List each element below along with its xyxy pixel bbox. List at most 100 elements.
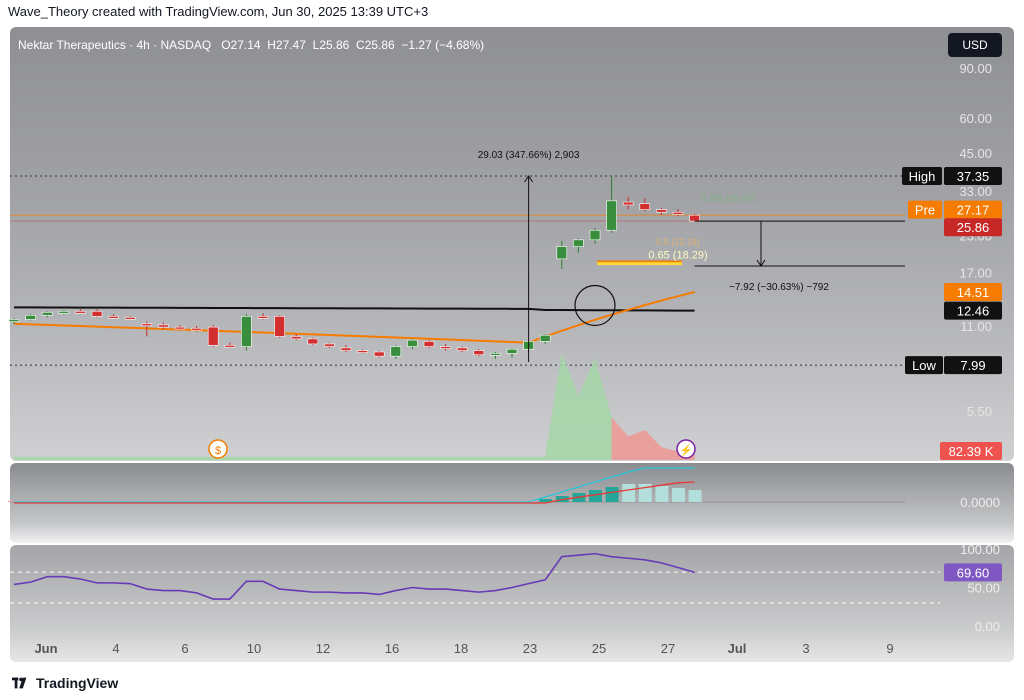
rsi-line bbox=[13, 552, 695, 600]
x-axis-tick: 18 bbox=[454, 641, 468, 656]
candle-body bbox=[124, 317, 136, 320]
volume-area bbox=[14, 353, 695, 460]
price-axis-tick: 60.00 bbox=[959, 111, 992, 126]
measure-up-arrow bbox=[524, 175, 534, 183]
x-axis-tick: 27 bbox=[661, 641, 675, 656]
macd-histogram-bar bbox=[589, 490, 602, 502]
x-axis-tick: 3 bbox=[802, 641, 809, 656]
candle-body bbox=[8, 319, 20, 322]
price-axis-tick: 11.00 bbox=[960, 319, 992, 334]
candle-body bbox=[141, 323, 153, 327]
ma-fast-tag: 14.51 bbox=[957, 285, 990, 300]
volume-area-down bbox=[611, 417, 695, 460]
candle-body bbox=[423, 341, 435, 347]
rsi-value-tag: 69.60 bbox=[957, 565, 990, 580]
candle-body bbox=[257, 316, 269, 319]
price-panel[interactable] bbox=[10, 27, 1014, 461]
close-value: 25.86 bbox=[364, 38, 395, 52]
candle-body bbox=[340, 347, 352, 351]
low-tag-label: Low bbox=[912, 358, 936, 373]
dividend-icon bbox=[208, 439, 228, 459]
rsi-0-label: 0.00 bbox=[975, 619, 1000, 634]
price-axis-tick: 5.50 bbox=[967, 404, 992, 419]
fib-050-label: 0.5 (22.18) bbox=[656, 237, 700, 247]
high-label: H bbox=[267, 38, 276, 52]
volume-tag: 82.39 K bbox=[949, 444, 994, 459]
x-axis-tick: 23 bbox=[523, 641, 537, 656]
candle-body bbox=[656, 209, 667, 213]
candle-body bbox=[622, 201, 634, 206]
high-value-tag-bg bbox=[944, 167, 1002, 185]
x-axis-tick: 25 bbox=[592, 641, 606, 656]
ma-fast-line bbox=[13, 291, 695, 344]
candle-body bbox=[324, 343, 335, 347]
open-value: 27.14 bbox=[230, 38, 261, 52]
candle-body bbox=[407, 339, 418, 347]
last-price-tag-bg bbox=[944, 218, 1002, 237]
x-axis-tick: Jun bbox=[34, 641, 57, 656]
low-tag-bg bbox=[905, 356, 943, 375]
change-value: −1.27 (−4.68%) bbox=[401, 38, 485, 52]
ma-fast-tag-bg bbox=[944, 282, 1002, 301]
candle-body bbox=[440, 346, 451, 349]
chart-caption: Wave_Theory created with TradingView.com… bbox=[8, 4, 429, 19]
high-tag-bg bbox=[902, 167, 942, 185]
event-icon-glyph: ⚡ bbox=[679, 444, 693, 457]
symbol-legend: Nektar Therapeutics · 4h · NASDAQ O27.14… bbox=[18, 38, 484, 52]
currency-button[interactable]: USD bbox=[948, 33, 1002, 57]
x-axis-tick: Jul bbox=[728, 641, 747, 656]
candle-body bbox=[158, 324, 169, 328]
x-axis-tick: 10 bbox=[247, 641, 261, 656]
x-axis-tick: 9 bbox=[886, 641, 893, 656]
volume-tag-bg bbox=[940, 442, 1002, 460]
price-axis-tick: 45.00 bbox=[959, 146, 992, 161]
candle-body bbox=[473, 350, 485, 356]
price-axis-tick: 33.00 bbox=[959, 184, 992, 199]
candle-body bbox=[108, 316, 119, 319]
candle-body bbox=[539, 334, 551, 342]
candle-body bbox=[606, 200, 617, 231]
candle-body bbox=[556, 246, 568, 260]
price-axis-tick: 17.00 bbox=[959, 266, 992, 281]
low-label: L bbox=[312, 38, 320, 52]
rsi-value-tag-bg bbox=[944, 563, 1002, 582]
candle-body bbox=[456, 347, 468, 351]
price-axis-tick: 90.00 bbox=[959, 61, 992, 76]
candle-body bbox=[307, 338, 319, 345]
x-axis-tick: 6 bbox=[181, 641, 188, 656]
candle-body bbox=[274, 316, 285, 337]
ma-slow-tag-bg bbox=[944, 301, 1002, 320]
high-tag-label: High bbox=[909, 169, 936, 184]
pre-value-tag-bg bbox=[944, 200, 1002, 219]
candle-body bbox=[490, 353, 501, 356]
x-axis-tick: 12 bbox=[316, 641, 330, 656]
candle-body bbox=[506, 348, 518, 354]
tradingview-footer[interactable]: TradingView bbox=[12, 675, 118, 691]
pre-tag-label: Pre bbox=[915, 203, 935, 218]
macd-histogram-bar bbox=[672, 488, 685, 502]
rsi-panel[interactable] bbox=[10, 545, 1014, 662]
candle-body bbox=[58, 310, 70, 314]
high-value-tag: 37.35 bbox=[957, 169, 990, 184]
candle-body bbox=[689, 214, 700, 222]
candle-body bbox=[224, 344, 236, 348]
measure-down-label: −7.92 (−30.63%) −792 bbox=[729, 282, 829, 293]
macd-histogram-bar bbox=[539, 499, 553, 502]
macd-histogram-bar bbox=[605, 487, 619, 502]
candle-body bbox=[373, 351, 385, 357]
candle-body bbox=[390, 346, 402, 357]
macd-line bbox=[14, 467, 695, 503]
candle-body bbox=[290, 336, 302, 340]
ma-slow-tag: 12.46 bbox=[957, 304, 990, 319]
footer-label: TradingView bbox=[36, 675, 119, 691]
measure-down-arrow bbox=[756, 259, 766, 267]
measure-up-label: 29.03 (347.66%) 2,903 bbox=[478, 150, 580, 161]
pre-value-tag: 27.17 bbox=[957, 203, 990, 218]
close-label: C bbox=[356, 38, 365, 52]
rsi-100-label: 100.00 bbox=[960, 542, 1000, 557]
pre-tag-bg bbox=[908, 200, 942, 219]
candle-body bbox=[91, 310, 103, 317]
low-value: 25.86 bbox=[319, 38, 350, 52]
macd-histogram-bar bbox=[622, 484, 636, 502]
